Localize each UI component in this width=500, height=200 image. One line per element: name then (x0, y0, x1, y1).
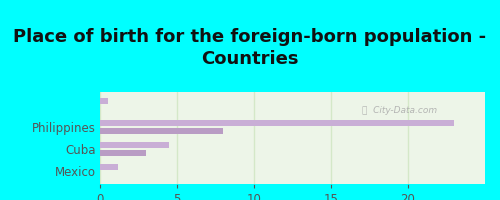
Bar (100, 150, 146, 156)
Bar (100, 164, 118, 170)
Bar (100, 142, 170, 148)
Bar (100, 98, 108, 104)
Bar (100, 128, 223, 134)
Bar (100, 120, 454, 126)
Text: Place of birth for the foreign-born population -
Countries: Place of birth for the foreign-born popu… (14, 28, 486, 68)
Text: ⓘ  City-Data.com: ⓘ City-Data.com (362, 106, 437, 115)
